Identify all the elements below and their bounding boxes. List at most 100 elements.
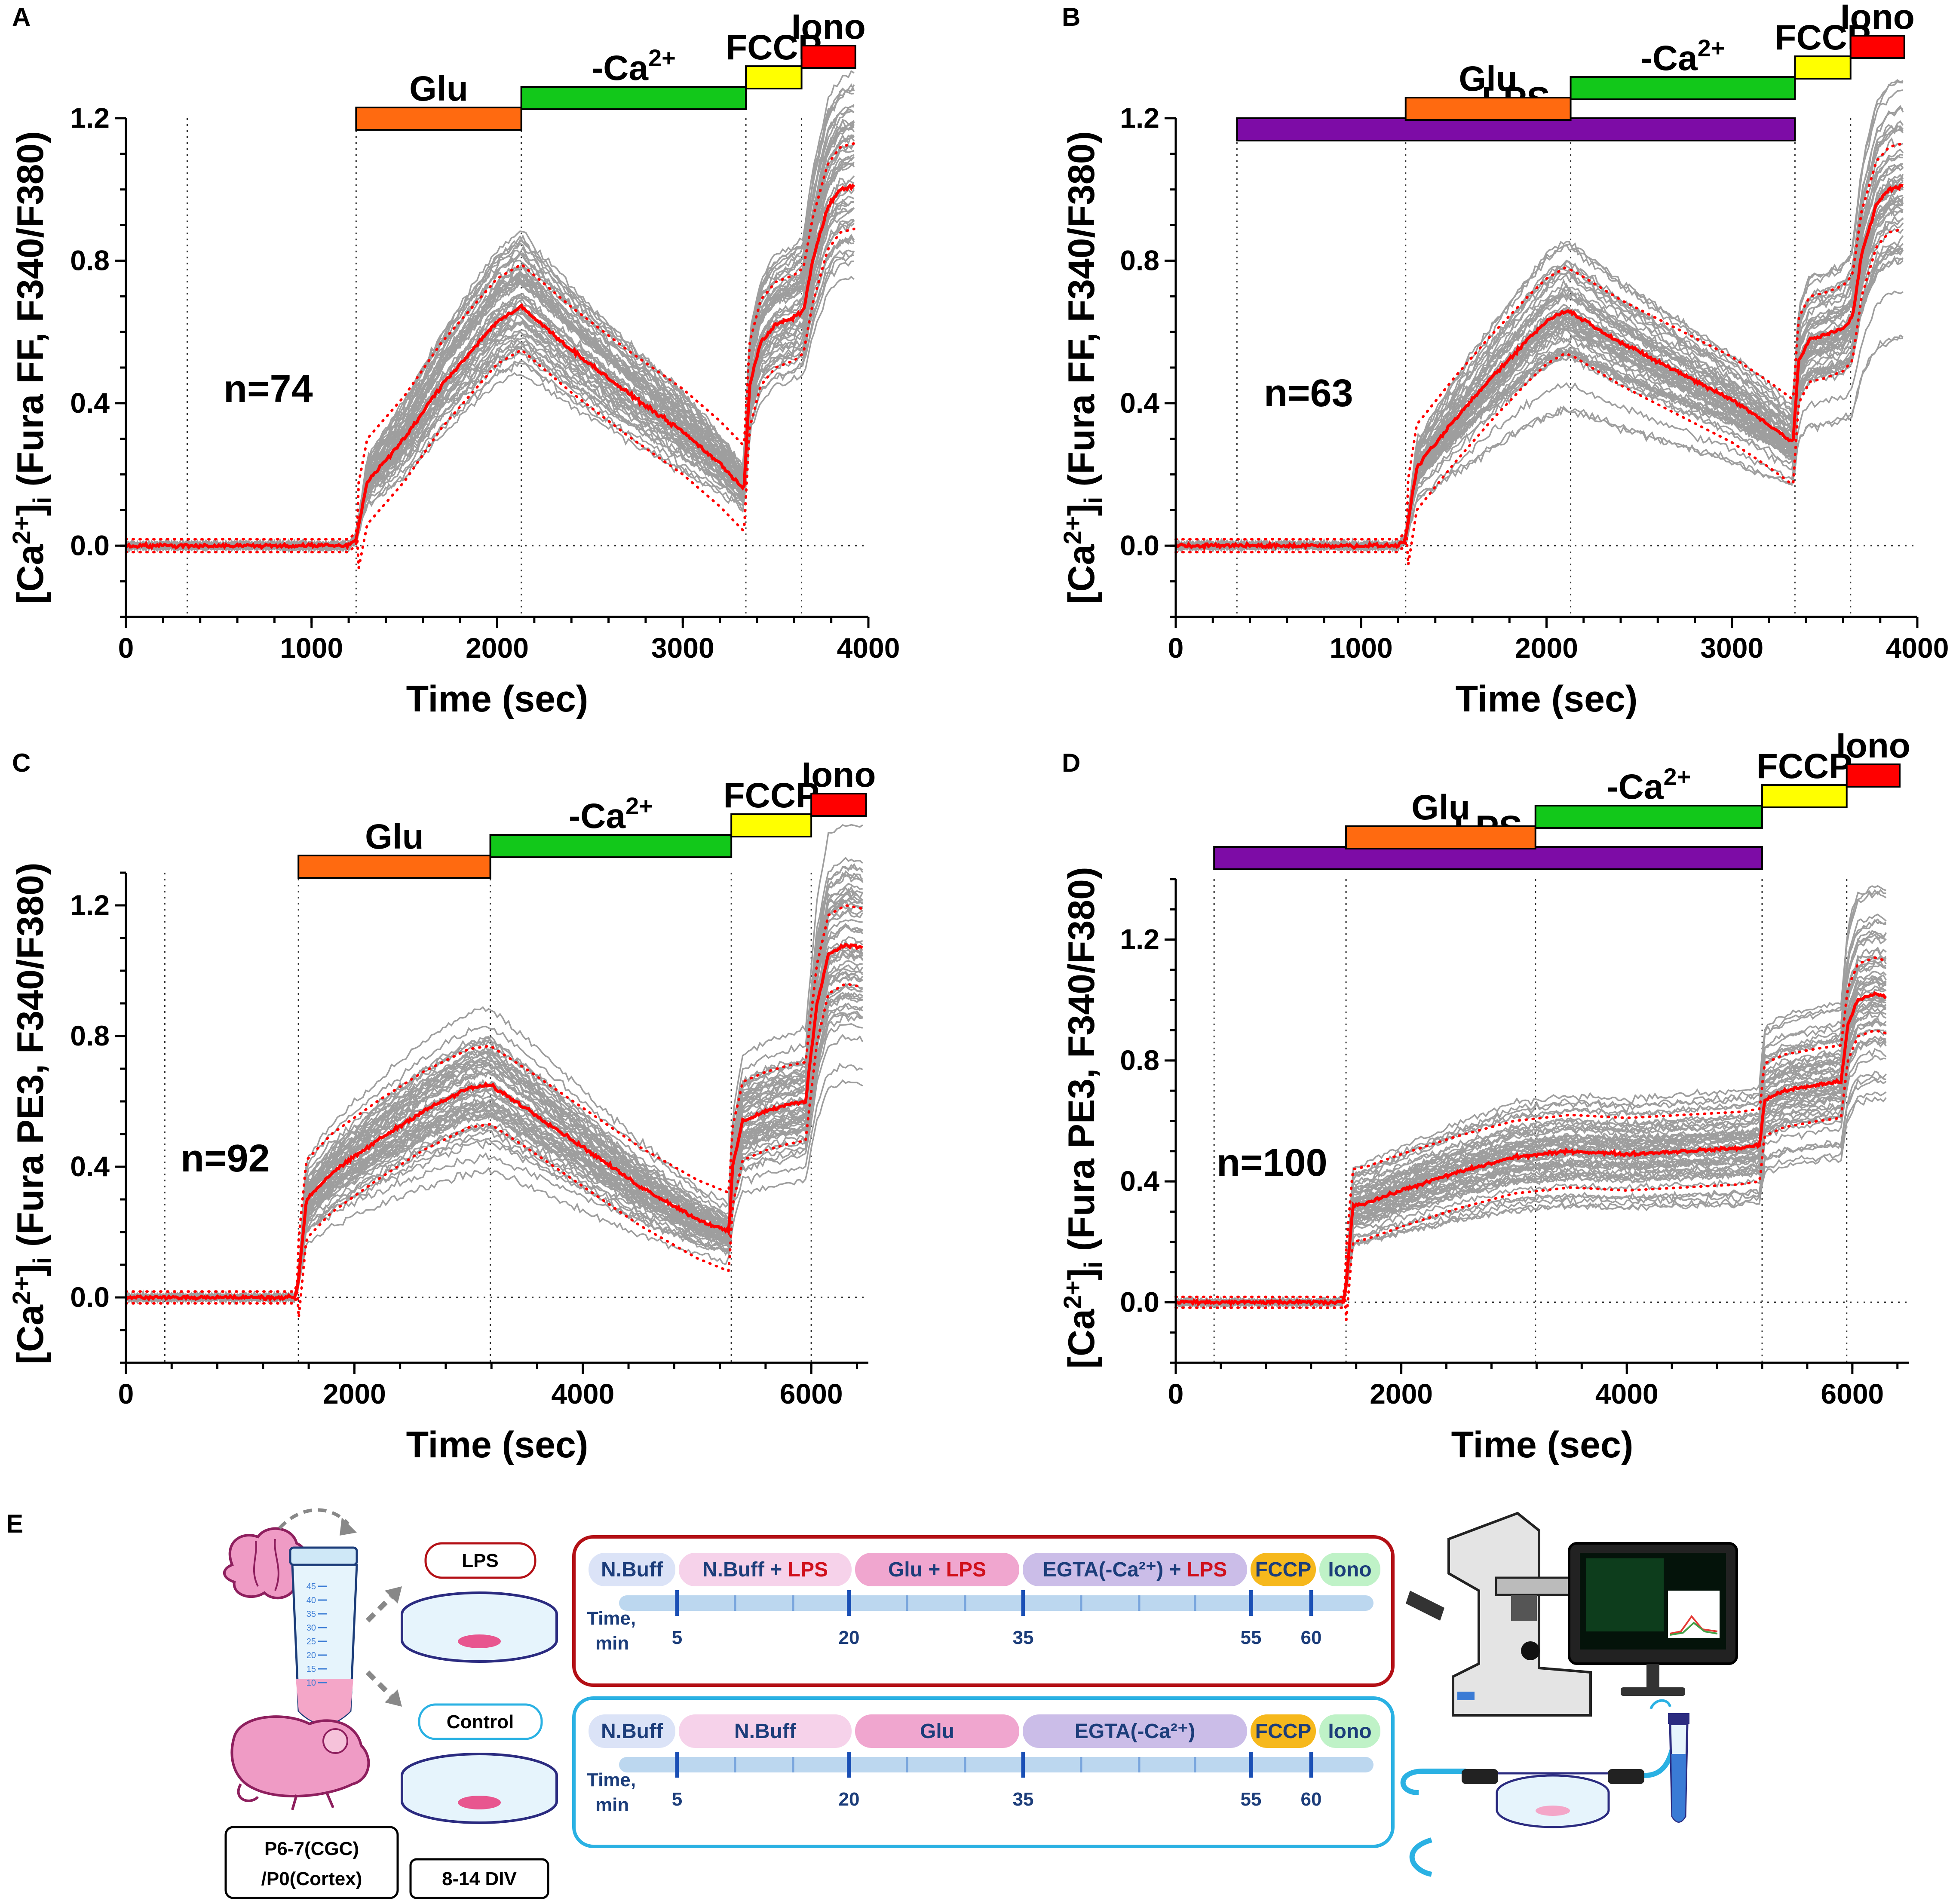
sd-lower-line: [1174, 1029, 1888, 1320]
x-tick-label: 3000: [1700, 632, 1763, 664]
transfer-arrow-top: [278, 1508, 350, 1530]
tube-scale-label: 10: [307, 1678, 316, 1688]
arrowhead-lps-dish: [385, 1586, 402, 1604]
time-axis-unit: min: [595, 1633, 629, 1654]
treatment-label: Glu: [409, 69, 468, 108]
age-box-line-2: /P0(Cortex): [261, 1868, 362, 1889]
cell-traces: [1175, 885, 1887, 1309]
protocol-segment-label: N.Buff: [601, 1558, 663, 1581]
x-tick-label: 2000: [466, 632, 529, 664]
lps-protocol-row: N.Buff N.Buff + LPS Glu + LPS EGTA(-Ca²⁺) +…: [587, 1553, 1380, 1654]
protocol-segment: [1251, 1553, 1316, 1586]
mean-trace: [1174, 991, 1887, 1307]
sd-upper-line: [1174, 956, 1888, 1298]
protocol-segment: [589, 1553, 675, 1586]
treatment-bar: [1846, 763, 1901, 788]
timeline-bar: [619, 1757, 1373, 1772]
x-axis-title: Time (sec): [406, 678, 589, 720]
treatment-bar: [730, 813, 812, 837]
x-axis-title: Time (sec): [406, 1424, 589, 1466]
cell-trace: [1175, 153, 1904, 551]
cell-count-label: n=92: [181, 1137, 270, 1180]
y-tick-label: 1.2: [70, 889, 110, 921]
treatment-bar: [1236, 117, 1796, 141]
y-tick-label: 0.8: [1120, 1044, 1159, 1076]
treatment-label: Iono: [1840, 0, 1915, 37]
protocol-segment: [855, 1714, 1019, 1748]
x-tick-label: 2000: [1515, 632, 1578, 664]
tube-scale-label: 15: [307, 1665, 316, 1674]
cell-trace: [1175, 1096, 1887, 1308]
y-tick-label: 0.0: [1120, 1286, 1159, 1318]
age-box-line-1: P6-7(CGC): [264, 1838, 359, 1859]
tube-scale-label: 40: [307, 1596, 316, 1605]
protocol-segment-label: N.Buff: [601, 1720, 663, 1743]
timeline-tick-label: 20: [839, 1789, 860, 1810]
treatment-bar: [489, 834, 733, 858]
sd-lower-line: [125, 227, 855, 569]
timeline-tick-label: 5: [672, 1627, 682, 1648]
div-label: 8-14 DIV: [442, 1868, 517, 1889]
protocol-segment-label: EGTA(-Ca²⁺) + LPS: [1043, 1558, 1227, 1581]
sd-lower-line: [125, 982, 864, 1318]
sd-upper-line: [125, 142, 855, 541]
protocol-segment: [679, 1553, 852, 1586]
timeline-tick-label: 35: [1013, 1627, 1034, 1648]
protocol-segment: [1319, 1553, 1380, 1586]
x-axis-title: Time (sec): [1456, 678, 1638, 720]
treatment-bar: [1849, 35, 1905, 59]
y-tick-label: 0.0: [70, 1281, 110, 1313]
panel-label-d: D: [1062, 748, 1080, 777]
protocol-segment-label: Iono: [1328, 1720, 1371, 1743]
treatment-label: Iono: [1836, 726, 1910, 765]
cell-trace: [1175, 181, 1904, 553]
protocol-segment-label: Iono: [1328, 1558, 1371, 1581]
treatment-label: -Ca2+: [569, 792, 653, 836]
protocol-segment: [1319, 1714, 1380, 1748]
y-axis-title: [Ca2+]i (Fura PE3, F340/F380): [8, 862, 56, 1364]
treatment-label: FCCP: [1757, 747, 1852, 786]
timeline-tick-label: 55: [1241, 1627, 1262, 1648]
protocol-segment: [1023, 1714, 1247, 1748]
protocol-segment-label: FCCP: [1255, 1720, 1312, 1743]
lps-label-box: [424, 1542, 537, 1579]
treatment-bar: [1570, 76, 1796, 100]
x-tick-label: 4000: [551, 1378, 614, 1410]
panel-b: B 0 1000 2000 3000 4000 0.0 0.4 0.8 1.2 Time (sec)…: [1059, 0, 1949, 720]
y-tick-label: 0.0: [70, 529, 110, 561]
control-label: Control: [447, 1711, 514, 1732]
y-tick-label: 1.2: [1120, 923, 1159, 955]
cell-count-label: n=63: [1264, 372, 1353, 415]
tube-scale: 45 40 35 30 25 20 15 10: [307, 1582, 327, 1688]
age-box: [224, 1826, 399, 1899]
panel-c: C 0 2000 4000 6000 0.0 0.4 0.8 1.2 Time (sec) [Ca2…: [8, 748, 876, 1466]
x-tick-label: 4000: [837, 632, 900, 664]
protocol-segment: [855, 1553, 1019, 1586]
timeline-tick-label: 60: [1301, 1627, 1322, 1648]
treatment-label: -Ca2+: [592, 44, 676, 88]
timeline-tick-label: 60: [1301, 1789, 1322, 1810]
panel-label-e: E: [6, 1509, 23, 1538]
mean-trace: [125, 183, 855, 551]
timeline-tick-label: 55: [1241, 1789, 1262, 1810]
timeline-tick-label: 20: [839, 1627, 860, 1648]
cell-trace: [1175, 336, 1904, 552]
panel-label-b: B: [1062, 3, 1080, 31]
y-tick-label: 0.4: [70, 1150, 110, 1182]
time-axis-unit: min: [595, 1794, 629, 1815]
cell-trace: [1175, 182, 1904, 551]
y-tick-label: 0.8: [70, 1020, 110, 1052]
protocol-segment: [589, 1714, 675, 1748]
panel-d: D 0 2000 4000 6000 0.0 0.4 0.8 1.2 Time (sec) [Ca2…: [1059, 726, 1910, 1466]
treatment-bar: [1345, 825, 1536, 849]
x-tick-label: 6000: [1821, 1378, 1884, 1410]
cell-trace: [1175, 885, 1887, 1308]
y-tick-label: 0.4: [1120, 387, 1159, 419]
y-tick-label: 1.2: [1120, 102, 1159, 134]
protocol-segment: [1023, 1553, 1247, 1586]
x-tick-label: 0: [118, 632, 134, 664]
treatment-bar: [810, 793, 867, 817]
